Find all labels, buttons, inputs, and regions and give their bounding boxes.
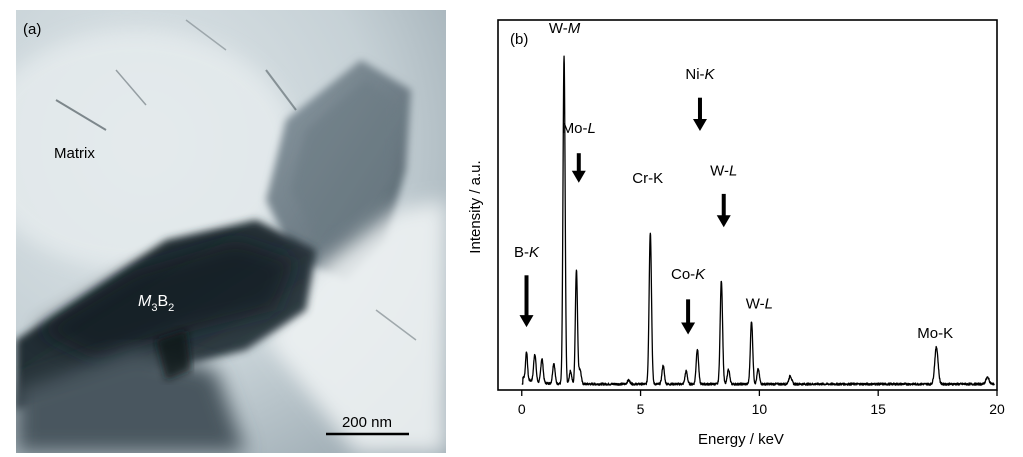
phase-label-base: M: [138, 293, 152, 310]
peak-label: B-K: [514, 244, 540, 261]
x-tick-label: 20: [989, 401, 1005, 417]
spectrum-layer: [521, 55, 995, 386]
plot-border: [497, 19, 998, 391]
arrow-head: [571, 170, 586, 183]
matrix-label: Matrix: [54, 145, 95, 162]
tem-micrograph: (a) Matrix M3B2 200 nm: [16, 10, 446, 453]
arrow-head: [519, 315, 534, 328]
x-tick-label: 5: [637, 401, 645, 417]
phase-label-sub2: 2: [168, 302, 174, 314]
peak-annotations: W-M Mo-L Ni-K Cr-K W-L B-K Co-K W-L Mo-K: [514, 20, 953, 342]
peak-label: Mo-L: [562, 120, 596, 137]
x-tick-label: 0: [518, 401, 526, 417]
peak-label: Co-K: [671, 266, 706, 283]
arrow-head: [716, 215, 731, 228]
x-tick-label: 10: [752, 401, 768, 417]
peak-label: Mo-K: [917, 325, 953, 342]
eds-spectrum-chart: 0 5 10 15 20 W-M Mo-L Ni-K Cr-K W-L B-K Co-K W-L Mo-…: [467, 19, 1005, 448]
x-axis-label: Energy / keV: [698, 431, 784, 448]
arrow-head: [692, 119, 707, 131]
scale-bar-label: 200 nm: [342, 414, 392, 431]
peak-label: W-M: [549, 20, 581, 37]
peak-label: Cr-K: [632, 170, 663, 187]
spectrum-line: [521, 55, 995, 386]
phase-label-mid: B: [157, 293, 168, 310]
peak-label: Ni-K: [685, 66, 715, 83]
x-tick-label: 15: [870, 401, 886, 417]
phase-label: M3B2: [138, 293, 174, 314]
panel-b-label: (b): [510, 31, 528, 48]
y-axis-label: Intensity / a.u.: [467, 160, 484, 253]
x-axis-ticks: 0 5 10 15 20: [518, 390, 1005, 417]
plot-frame: [497, 19, 998, 391]
arrow-head: [681, 322, 696, 335]
peak-label: W-L: [710, 162, 737, 179]
panel-a-label: (a): [23, 21, 41, 38]
peak-label: W-L: [746, 296, 773, 313]
phase-label-sub1: 3: [151, 302, 157, 314]
